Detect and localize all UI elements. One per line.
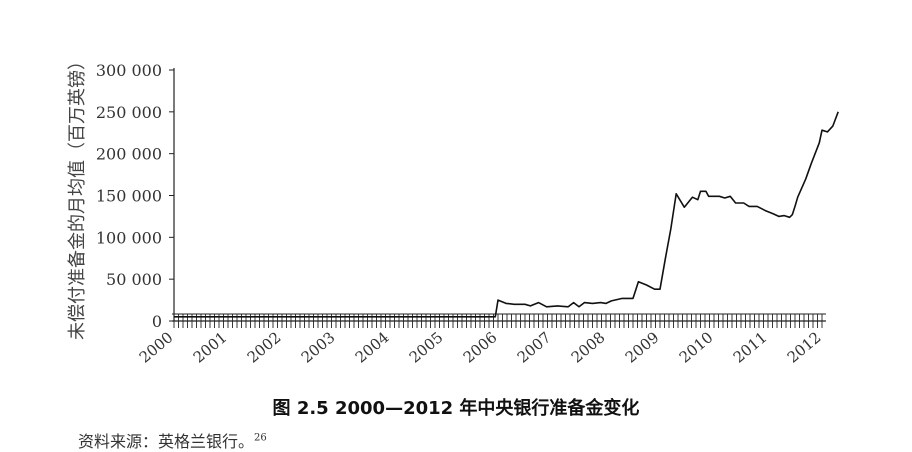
figure-caption: 图 2.5 2000—2012 年中央银行准备金变化 xyxy=(272,398,640,419)
y-tick-label: 100 000 xyxy=(96,228,162,247)
x-tick-label: 2009 xyxy=(622,328,663,366)
y-tick-label: 200 000 xyxy=(96,145,162,164)
source-text: 资料来源：英格兰银行。 xyxy=(78,432,255,451)
x-tick-label: 2007 xyxy=(514,328,555,366)
x-tick-label: 2008 xyxy=(568,328,609,366)
x-tick-label: 2011 xyxy=(730,328,771,366)
line-chart: 0 50 000 100 000 150 000 200 000 250 000 300 0… xyxy=(67,52,839,367)
x-axis: 2000 2001 2002 2003 2004 2005 2006 2007 2008 2009… xyxy=(136,313,826,367)
x-tick-label: 2004 xyxy=(352,328,393,366)
x-tick-label: 2005 xyxy=(406,328,447,366)
series-layer xyxy=(174,111,839,318)
figure-source: 资料来源：英格兰银行。26 xyxy=(78,428,267,452)
y-tick-label: 250 000 xyxy=(96,103,162,122)
y-axis-label: 未偿付准备金的月均值（百万英镑） xyxy=(67,52,88,340)
y-axis: 0 50 000 100 000 150 000 200 000 250 000 300 0… xyxy=(96,61,175,331)
x-tick-label: 2003 xyxy=(298,328,339,366)
y-tick-label: 0 xyxy=(152,312,162,331)
x-tick-label: 2006 xyxy=(460,328,501,366)
x-tick-label: 2000 xyxy=(136,328,177,366)
x-tick-label: 2010 xyxy=(676,328,717,366)
series-line xyxy=(174,111,839,318)
source-footnote-ref: 26 xyxy=(254,432,267,444)
x-tick-label: 2001 xyxy=(190,328,231,366)
x-tick-label: 2002 xyxy=(244,328,285,366)
y-tick-label: 300 000 xyxy=(96,61,162,80)
y-tick-label: 150 000 xyxy=(96,187,162,206)
y-tick-label: 50 000 xyxy=(106,270,162,289)
x-tick-label: 2012 xyxy=(784,328,825,366)
